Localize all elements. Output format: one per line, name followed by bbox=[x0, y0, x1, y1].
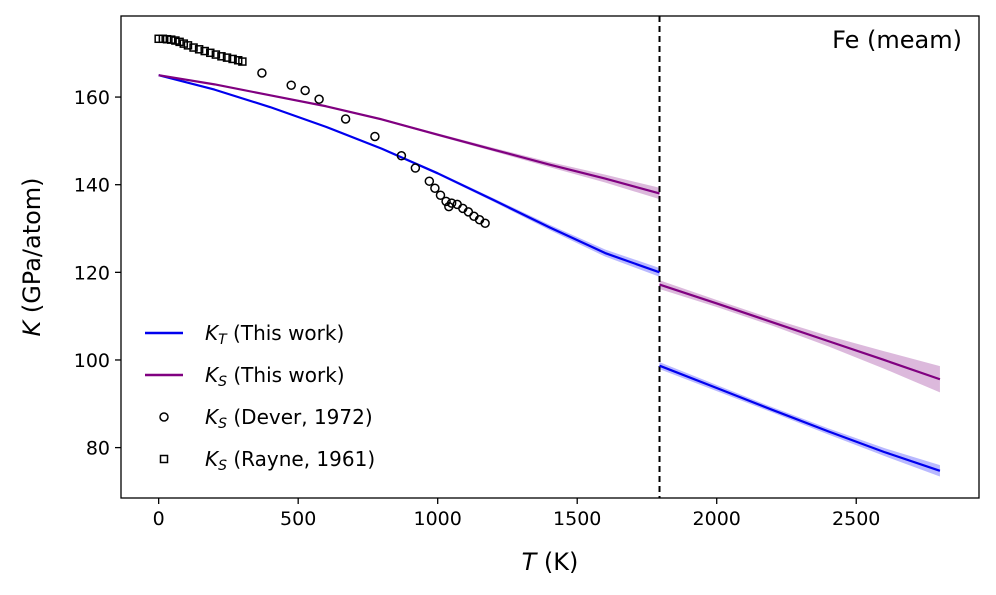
legend-label-1: KS (This work) bbox=[205, 363, 345, 390]
x-axis-unit: (K) bbox=[536, 548, 578, 576]
KS_Dever-point-3 bbox=[314, 94, 324, 105]
x-tick-label-5: 2500 bbox=[832, 508, 880, 530]
x-axis-label: T (K) bbox=[522, 548, 579, 576]
y-axis-variable: K bbox=[18, 319, 46, 337]
x-tick-label-4: 2000 bbox=[693, 508, 741, 530]
series-lines bbox=[158, 74, 941, 472]
x-tick-label-2: 1000 bbox=[414, 508, 462, 530]
x-axis-ticks: 0 500 1000 1500 2000 2500 bbox=[153, 498, 880, 530]
y-tick-label-3: 140 bbox=[74, 175, 110, 197]
KS_Dever-point-7 bbox=[410, 163, 421, 173]
y-axis-label: K (GPa/atom) bbox=[18, 177, 46, 336]
KS_Dever-point-19 bbox=[480, 218, 490, 229]
KS_Dever-point-2 bbox=[300, 85, 310, 96]
plot-area bbox=[121, 16, 979, 498]
x-tick-label-0: 0 bbox=[153, 508, 165, 530]
KS_Dever-point-13 bbox=[446, 198, 457, 208]
y-axis-unit: (GPa/atom) bbox=[18, 177, 46, 320]
KS_Dever-point-1 bbox=[286, 80, 296, 90]
KS_Dever-point-6 bbox=[396, 151, 407, 161]
KS_solid-line bbox=[158, 74, 660, 195]
KS_Rayne-point-8 bbox=[189, 43, 198, 52]
KS_liquid-line bbox=[659, 283, 941, 381]
y-tick-label-4: 160 bbox=[74, 87, 110, 109]
x-tick-label-3: 1500 bbox=[553, 508, 601, 530]
legend-label-2: KS (Dever, 1972) bbox=[205, 405, 373, 432]
legend-label-3: KS (Rayne, 1961) bbox=[205, 447, 375, 474]
KT_solid-band bbox=[158, 75, 660, 277]
data-markers bbox=[154, 34, 490, 229]
y-tick-label-0: 80 bbox=[86, 438, 110, 460]
KS_Dever-point-9 bbox=[430, 183, 440, 193]
x-axis-variable: T bbox=[522, 548, 539, 576]
plot-frame bbox=[120, 15, 980, 499]
x-tick-label-1: 500 bbox=[280, 508, 316, 530]
legend-label-0: KT (This work) bbox=[205, 321, 344, 348]
KS_Rayne-point-10 bbox=[200, 46, 209, 56]
KS_Rayne-point-15 bbox=[228, 54, 237, 64]
KS_Dever-point-8 bbox=[424, 176, 435, 186]
y-tick-label-2: 120 bbox=[74, 262, 110, 284]
KS_Rayne-point-14 bbox=[222, 53, 232, 62]
KS_Dever-point-0 bbox=[257, 68, 267, 78]
KS_Rayne-point-11 bbox=[206, 48, 215, 58]
y-tick-label-1: 100 bbox=[74, 350, 110, 372]
y-axis-ticks: 80 100 120 140 160 bbox=[74, 87, 121, 460]
KS_Rayne-point-9 bbox=[194, 45, 204, 54]
KS_Rayne-point-17 bbox=[238, 57, 247, 66]
legend-handle-3 bbox=[159, 454, 169, 464]
chart-annotation: Fe (meam) bbox=[832, 26, 962, 54]
KS_Rayne-point-12 bbox=[211, 50, 221, 59]
legend: KT (This work) KS (This work) KS (Dever, 1… bbox=[145, 321, 375, 474]
KS_Dever-point-10 bbox=[435, 190, 446, 200]
KS_Dever-point-5 bbox=[370, 131, 380, 142]
KT_liquid-line bbox=[659, 364, 941, 472]
legend-handle-2 bbox=[159, 412, 169, 422]
KS_Rayne-point-7 bbox=[183, 41, 193, 50]
KT_solid-line bbox=[158, 74, 660, 274]
KS_Dever-point-11 bbox=[441, 196, 451, 207]
KS_Dever-point-4 bbox=[340, 114, 351, 124]
KS_Rayne-point-13 bbox=[217, 52, 226, 61]
